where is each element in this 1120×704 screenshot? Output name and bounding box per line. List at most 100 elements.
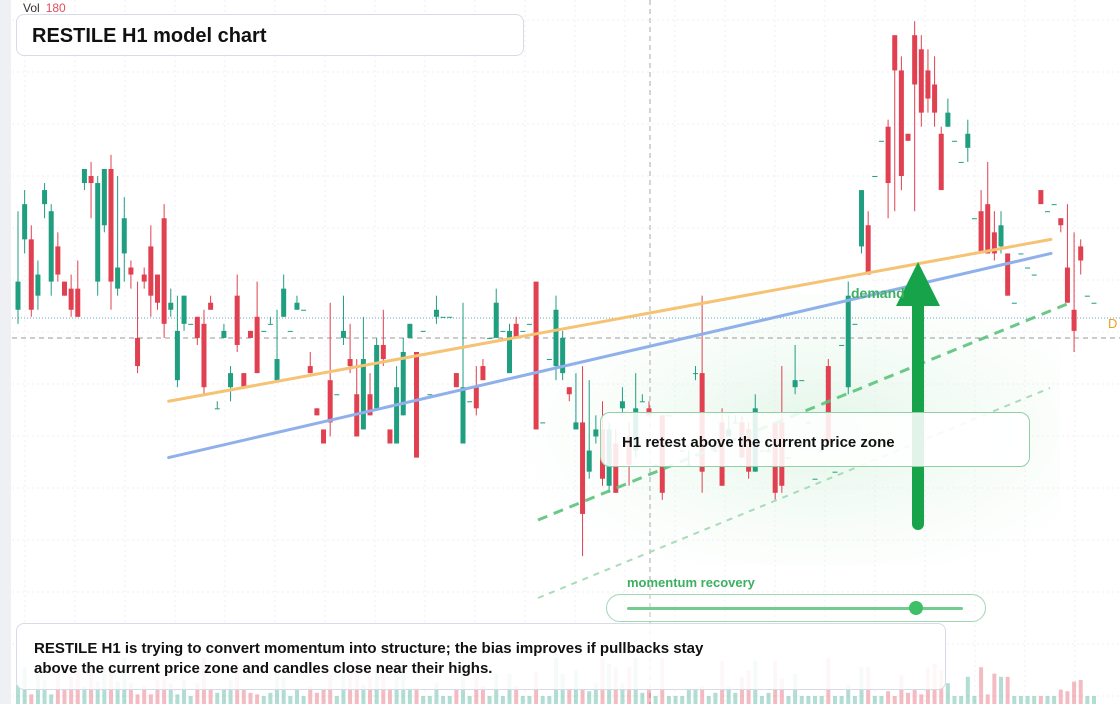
volume-bar [1078,680,1083,704]
candle-body [115,267,121,289]
chart-title: RESTILE H1 model chart [32,25,267,47]
candle-body [221,330,227,338]
candle [958,161,964,163]
candle-body [938,133,944,191]
volume-bar [713,692,718,704]
candle-body [35,274,41,296]
candle-body [367,394,373,416]
candle-body [387,429,393,444]
candle [985,161,991,254]
candle [1051,204,1057,206]
candle-body [274,359,280,381]
candle-body [414,352,420,458]
chart-title-panel: RESTILE H1 model chart [16,14,524,56]
volume-bar [759,696,764,704]
volume-bar [215,692,220,704]
volume-bar [945,683,950,704]
volume-bar [799,696,804,704]
candle [22,190,28,254]
candle-body [95,183,101,282]
candle-body [400,352,406,416]
candle [952,140,958,142]
candle [971,218,977,220]
candle-body [520,330,526,332]
volume-bar [128,683,133,704]
candle-body [1038,190,1044,205]
slider-handle[interactable] [908,601,923,615]
volume-bar [1012,696,1017,704]
momentum-slider[interactable] [606,594,986,622]
candle [566,387,572,402]
candle-body [28,239,34,310]
volume-bar [441,696,446,704]
candle [526,323,532,325]
candle [912,21,918,212]
candle [898,56,904,191]
volume-label: Vol [23,1,40,15]
candle-body [613,443,619,493]
candle [453,373,459,388]
candle [108,154,114,310]
candle [281,274,287,317]
volume-bar [919,694,924,704]
candle-body [978,211,984,254]
volume-bar [407,689,412,704]
candle-body [427,394,433,396]
volume-bar [175,694,180,704]
volume-bar [95,681,100,704]
volume-bar [321,689,326,704]
candle-body [241,373,247,388]
candle [81,168,87,191]
candle-body [42,190,48,205]
candle-body [513,323,519,338]
candle [247,330,253,338]
slider-track[interactable] [627,607,963,610]
candle [261,330,267,332]
candle-body [135,337,141,367]
candle [440,316,446,318]
volume-bar [427,696,432,704]
candle-body [991,232,997,254]
candle [546,359,552,361]
candle [905,133,911,141]
volume-bar [414,688,419,704]
candle-body [360,359,366,430]
candle [287,330,293,332]
volume-bar [334,696,339,704]
candle [493,288,499,338]
candle-body [540,422,546,424]
volume-bar [972,696,977,704]
volume-bar [447,696,452,704]
candle-body [433,309,439,317]
candle [340,295,346,345]
volume-bar [540,696,545,704]
volume-bar [779,678,784,704]
volume-bar [500,696,505,704]
volume-bar [979,667,984,704]
volume-bar [892,696,897,704]
candle-body [586,450,592,472]
candle-body [952,140,958,142]
candle [852,323,858,325]
volume-bar [487,696,492,704]
candle [234,274,240,352]
candle [872,176,878,177]
candle-body [75,288,81,317]
volume-bar [514,686,519,704]
candle [1031,274,1037,276]
candle-body [1018,253,1024,255]
volume-bar [912,689,917,704]
candle-body [334,394,340,396]
candle-body [560,337,566,374]
candle [945,98,951,127]
candle [347,323,353,374]
candle [61,281,67,296]
volume-bar [261,696,266,704]
dashed-support-line [537,300,1073,522]
candle [241,373,247,388]
candle-body [307,366,313,374]
candle-body [228,373,234,388]
candle [68,274,74,317]
volume-bar [361,684,366,704]
candle-body [340,330,346,338]
